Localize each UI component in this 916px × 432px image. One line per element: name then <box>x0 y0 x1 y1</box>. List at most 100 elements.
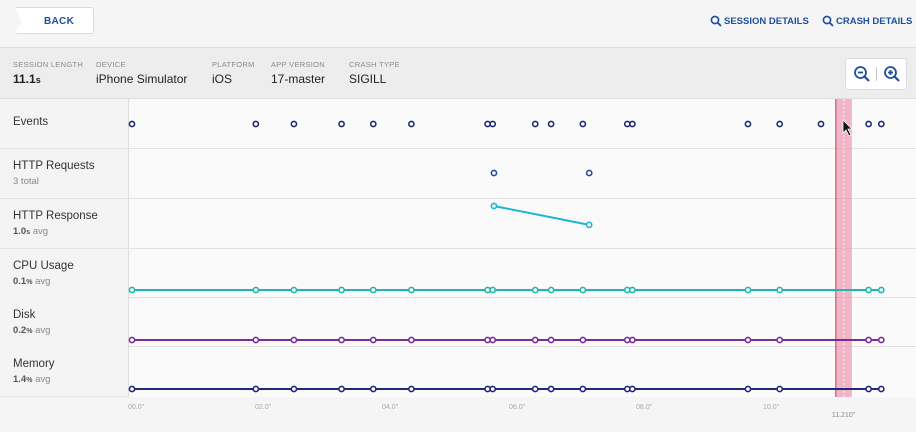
device-info: DEVICE iPhone Simulator <box>96 60 187 86</box>
memory-point <box>128 385 136 393</box>
session-length-label: SESSION LENGTH <box>13 60 84 69</box>
time-tick-label: 00.0" <box>128 404 145 411</box>
disk-point <box>579 336 587 344</box>
event-point <box>877 120 885 128</box>
time-tick-label: 02.0" <box>255 404 272 411</box>
cpu-point <box>128 286 136 294</box>
disk-point <box>290 336 298 344</box>
disk-point <box>252 336 260 344</box>
row-label-events: Events <box>0 99 129 149</box>
event-point <box>290 120 298 128</box>
zoom-controls <box>845 58 907 90</box>
row-sub-value: 0.2 <box>13 325 27 336</box>
row-sub-unit: % <box>26 328 33 335</box>
cursor-time-label: 11.210" <box>831 412 856 419</box>
row-sub-text: total <box>18 176 39 187</box>
time-tick-label: 10.0" <box>763 404 780 411</box>
back-button-label: BACK <box>44 16 75 27</box>
disk-point <box>776 336 784 344</box>
row-name: Disk <box>13 309 36 321</box>
cpu-point <box>369 286 377 294</box>
cpu-point <box>776 286 784 294</box>
zoom-in-icon[interactable] <box>883 65 901 83</box>
search-icon <box>822 15 834 27</box>
event-point <box>531 120 539 128</box>
memory-point <box>776 385 784 393</box>
disk-point <box>628 336 636 344</box>
time-tick-label: 04.0" <box>382 404 399 411</box>
row-divider <box>129 198 916 199</box>
cpu-point <box>338 286 345 294</box>
platform-label: PLATFORM <box>212 60 255 69</box>
http-request-point <box>585 169 593 177</box>
row-divider <box>129 148 916 149</box>
cpu-point <box>290 286 298 294</box>
row-sub-unit: % <box>26 279 33 286</box>
row-name: CPU Usage <box>13 260 74 272</box>
cpu-point <box>531 286 539 294</box>
disk-point <box>489 336 497 344</box>
cpu-point <box>407 286 415 294</box>
event-point <box>744 120 752 128</box>
event-point <box>407 120 415 128</box>
row-name: Memory <box>13 358 55 370</box>
timeline-rows: Events HTTP Requests 3 total HTTP Respon… <box>0 99 916 397</box>
disk-point <box>369 336 377 344</box>
row-label-http-response: HTTP Response 1.0s avg <box>0 199 129 249</box>
disk-point <box>338 336 345 344</box>
cpu-point <box>579 286 587 294</box>
memory-point <box>547 385 555 393</box>
http-response-point <box>490 202 498 210</box>
disk-point <box>865 336 872 344</box>
memory-point <box>489 385 497 393</box>
row-name: HTTP Requests <box>13 160 95 172</box>
back-button[interactable]: BACK <box>14 7 94 35</box>
disk-point <box>128 336 136 344</box>
zoom-out-icon[interactable] <box>853 65 871 83</box>
disk-point <box>877 336 885 344</box>
event-point <box>628 120 636 128</box>
session-length-unit: s <box>35 75 41 85</box>
platform-value: iOS <box>212 72 233 86</box>
memory-point <box>579 385 587 393</box>
cpu-point <box>877 286 885 294</box>
memory-point <box>744 385 752 393</box>
memory-point <box>369 385 377 393</box>
memory-point <box>338 385 345 393</box>
row-sub-text: avg <box>32 374 51 385</box>
search-icon <box>710 15 722 27</box>
back-arrow-icon <box>14 7 22 35</box>
row-sub-value: 3 <box>13 176 19 187</box>
time-axis <box>0 397 916 432</box>
cpu-point <box>252 286 260 294</box>
row-sub-value: 0.1 <box>13 276 27 287</box>
crash-type-info: CRASH TYPE SIGILL <box>349 60 400 86</box>
app-version-info: APP VERSION 17-master <box>271 60 325 86</box>
crash-details-label: CRASH DETAILS <box>836 16 913 27</box>
platform-info: PLATFORM iOS <box>212 60 255 86</box>
row-sub-value: 1.0 <box>13 226 27 237</box>
event-point <box>252 120 260 128</box>
http-response-line <box>493 205 590 226</box>
event-point <box>369 120 377 128</box>
event-point <box>338 120 345 128</box>
disk-point <box>547 336 555 344</box>
row-sub-unit: s <box>26 229 31 236</box>
disk-point <box>407 336 415 344</box>
cpu-point <box>489 286 497 294</box>
http-request-point <box>490 169 498 177</box>
row-sub-value: 1.4 <box>13 374 27 385</box>
memory-point <box>628 385 636 393</box>
row-divider <box>129 346 916 347</box>
row-sub-text: avg <box>32 276 51 287</box>
row-sub-unit: % <box>26 377 33 384</box>
event-point <box>865 120 872 128</box>
row-label-http-requests: HTTP Requests 3 total <box>0 149 129 199</box>
cpu-point <box>628 286 636 294</box>
device-label: DEVICE <box>96 60 126 69</box>
event-point <box>776 120 784 128</box>
zoom-separator <box>876 67 877 81</box>
time-tick-label: 08.0" <box>636 404 653 411</box>
event-point <box>128 120 136 128</box>
